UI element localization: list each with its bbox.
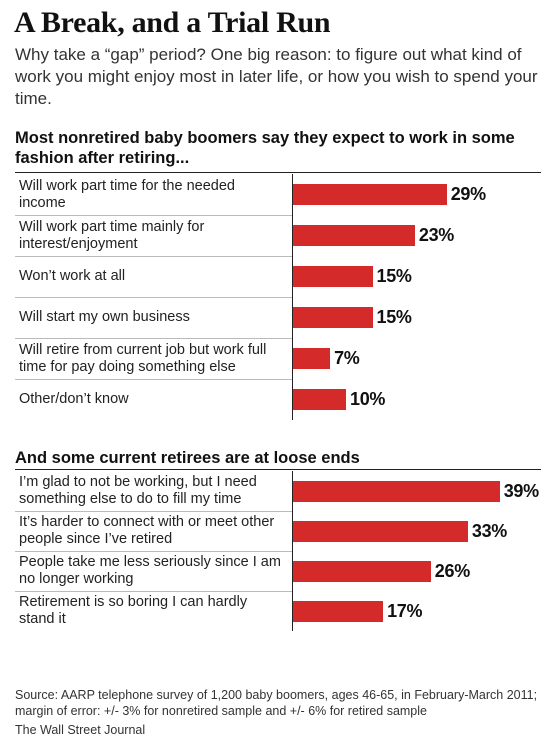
section-2-heading: And some current retirees are at loose e… (15, 449, 360, 467)
chart-subtitle: Why take a “gap” period? One big reason:… (15, 45, 538, 108)
row-separator (15, 338, 292, 339)
chart-title: A Break, and a Trial Run (14, 6, 331, 39)
bar (293, 266, 373, 287)
value-label: 15% (376, 307, 412, 327)
category-label: It’s harder to connect with or meet othe… (19, 514, 275, 547)
value-label: 17% (387, 600, 423, 621)
row-separator (15, 256, 292, 257)
bar (293, 348, 331, 369)
bar (293, 225, 415, 246)
category-label: Will retire from current job but work fu… (19, 341, 267, 375)
value-label: 10% (350, 389, 386, 409)
value-label: 33% (471, 520, 508, 541)
bar (293, 480, 500, 502)
bar (293, 184, 447, 205)
value-label: 23% (418, 225, 455, 245)
category-label: Will work part time for the needed incom… (19, 177, 235, 211)
source-note: Source: AARP telephone survey of 1,200 b… (15, 688, 538, 718)
section-1-heading: Most nonretired baby boomers say they ex… (15, 129, 515, 167)
category-label: People take me less seriously since I am… (19, 554, 281, 587)
row-separator (15, 551, 292, 552)
row-separator (15, 379, 292, 380)
category-label: Will start my own business (19, 309, 190, 325)
value-label: 29% (450, 184, 486, 204)
row-separator (15, 511, 292, 512)
bar (293, 307, 373, 328)
value-label: 26% (434, 560, 470, 581)
row-separator (15, 297, 292, 298)
row-separator (15, 591, 292, 592)
bar (293, 520, 468, 542)
credit-line: The Wall Street Journal (15, 723, 146, 737)
category-label: Retirement is so boring I can hardly sta… (19, 594, 248, 627)
section-2-rule (15, 469, 541, 470)
bar-axis (292, 174, 293, 420)
value-label: 15% (376, 266, 412, 286)
bar-axis (292, 471, 293, 631)
category-label: Won’t work at all (19, 268, 126, 284)
bar (293, 560, 431, 582)
category-label: Other/don’t know (19, 391, 129, 407)
value-label: 39% (503, 480, 539, 501)
value-label: 7% (334, 348, 360, 368)
category-label: Will work part time mainly for interest/… (19, 218, 205, 252)
row-separator (15, 215, 292, 216)
bar (293, 389, 346, 410)
category-label: I’m glad to not be working, but I need s… (19, 474, 257, 507)
section-1-rule (15, 172, 541, 173)
bar (293, 600, 384, 622)
